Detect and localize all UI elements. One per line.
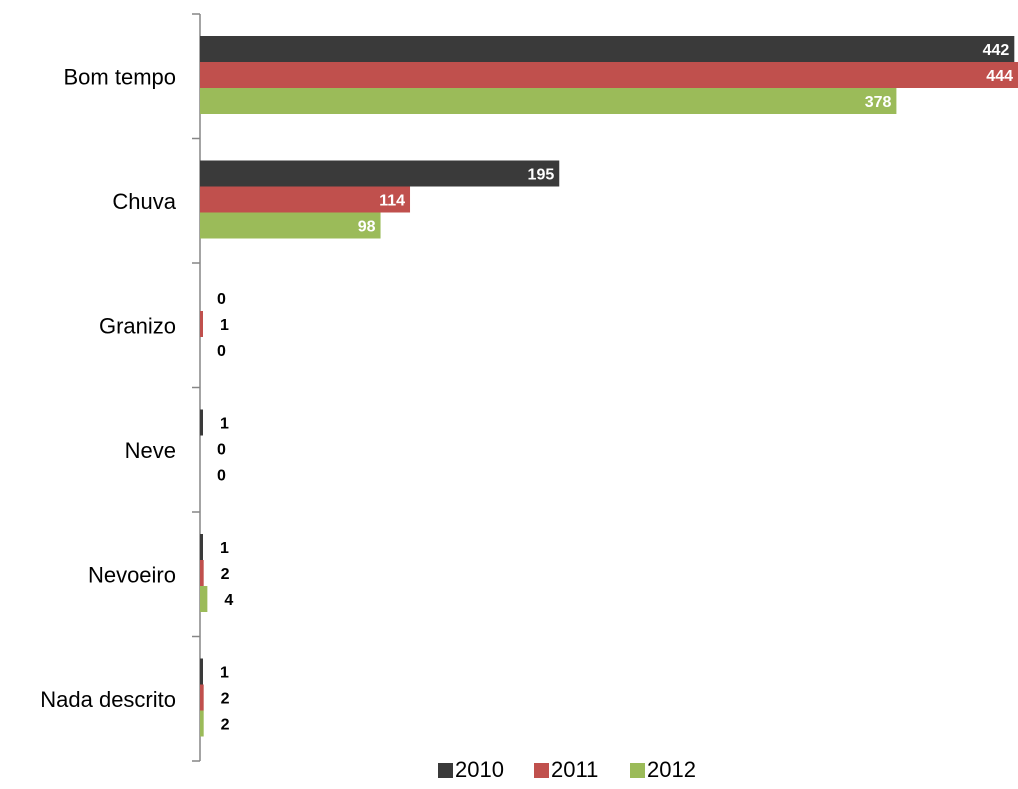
category-label: Bom tempo [64, 64, 177, 89]
legend-label-2012: 2012 [647, 757, 696, 782]
data-label: 0 [217, 291, 226, 308]
legend-swatch-2010 [438, 763, 453, 778]
bar-2012 [200, 710, 204, 737]
bar-2012 [200, 586, 208, 612]
legend-swatch-2011 [534, 763, 549, 778]
bar-2011 [200, 186, 411, 213]
category-labels: Bom tempo Chuva Granizo Neve Nevoeiro Nada de… [40, 64, 177, 712]
bar-2010 [200, 36, 1015, 62]
data-label: 2 [221, 566, 230, 583]
category-label: Nevoeiro [88, 562, 176, 587]
bar-2010 [200, 658, 203, 685]
category-label: Granizo [99, 313, 176, 338]
data-label: 195 [528, 167, 555, 184]
bar-2012 [200, 212, 381, 239]
bar-2012 [200, 88, 897, 114]
bar-2010 [200, 160, 560, 187]
data-label: 0 [217, 442, 226, 459]
data-label: 378 [865, 94, 892, 111]
bar-2010 [200, 409, 203, 436]
data-label: 2 [221, 717, 230, 734]
data-label: 98 [358, 219, 376, 236]
data-label: 114 [379, 193, 405, 210]
data-label: 442 [983, 42, 1010, 59]
data-label: 4 [224, 592, 233, 609]
category-label: Chuva [112, 189, 176, 214]
category-label: Neve [125, 438, 176, 463]
legend-label-2010: 2010 [455, 757, 504, 782]
data-label: 1 [220, 665, 229, 682]
data-label: 2 [221, 691, 230, 708]
legend: 2010 2011 2012 [438, 757, 696, 782]
legend-swatch-2012 [630, 763, 645, 778]
data-label: 1 [220, 317, 229, 334]
category-label: Nada descrito [40, 687, 176, 712]
bar-2011 [200, 311, 203, 337]
bar-2011 [200, 62, 1018, 88]
data-label: 444 [986, 68, 1013, 85]
bar-2011 [200, 560, 204, 586]
legend-label-2011: 2011 [551, 757, 598, 782]
data-label: 0 [217, 343, 226, 360]
axis [192, 13, 201, 762]
data-label: 1 [220, 540, 229, 557]
data-label: 0 [217, 468, 226, 485]
bar-2011 [200, 684, 204, 711]
bar-2010 [200, 534, 203, 560]
bars [200, 36, 1018, 737]
data-label: 1 [220, 416, 229, 433]
